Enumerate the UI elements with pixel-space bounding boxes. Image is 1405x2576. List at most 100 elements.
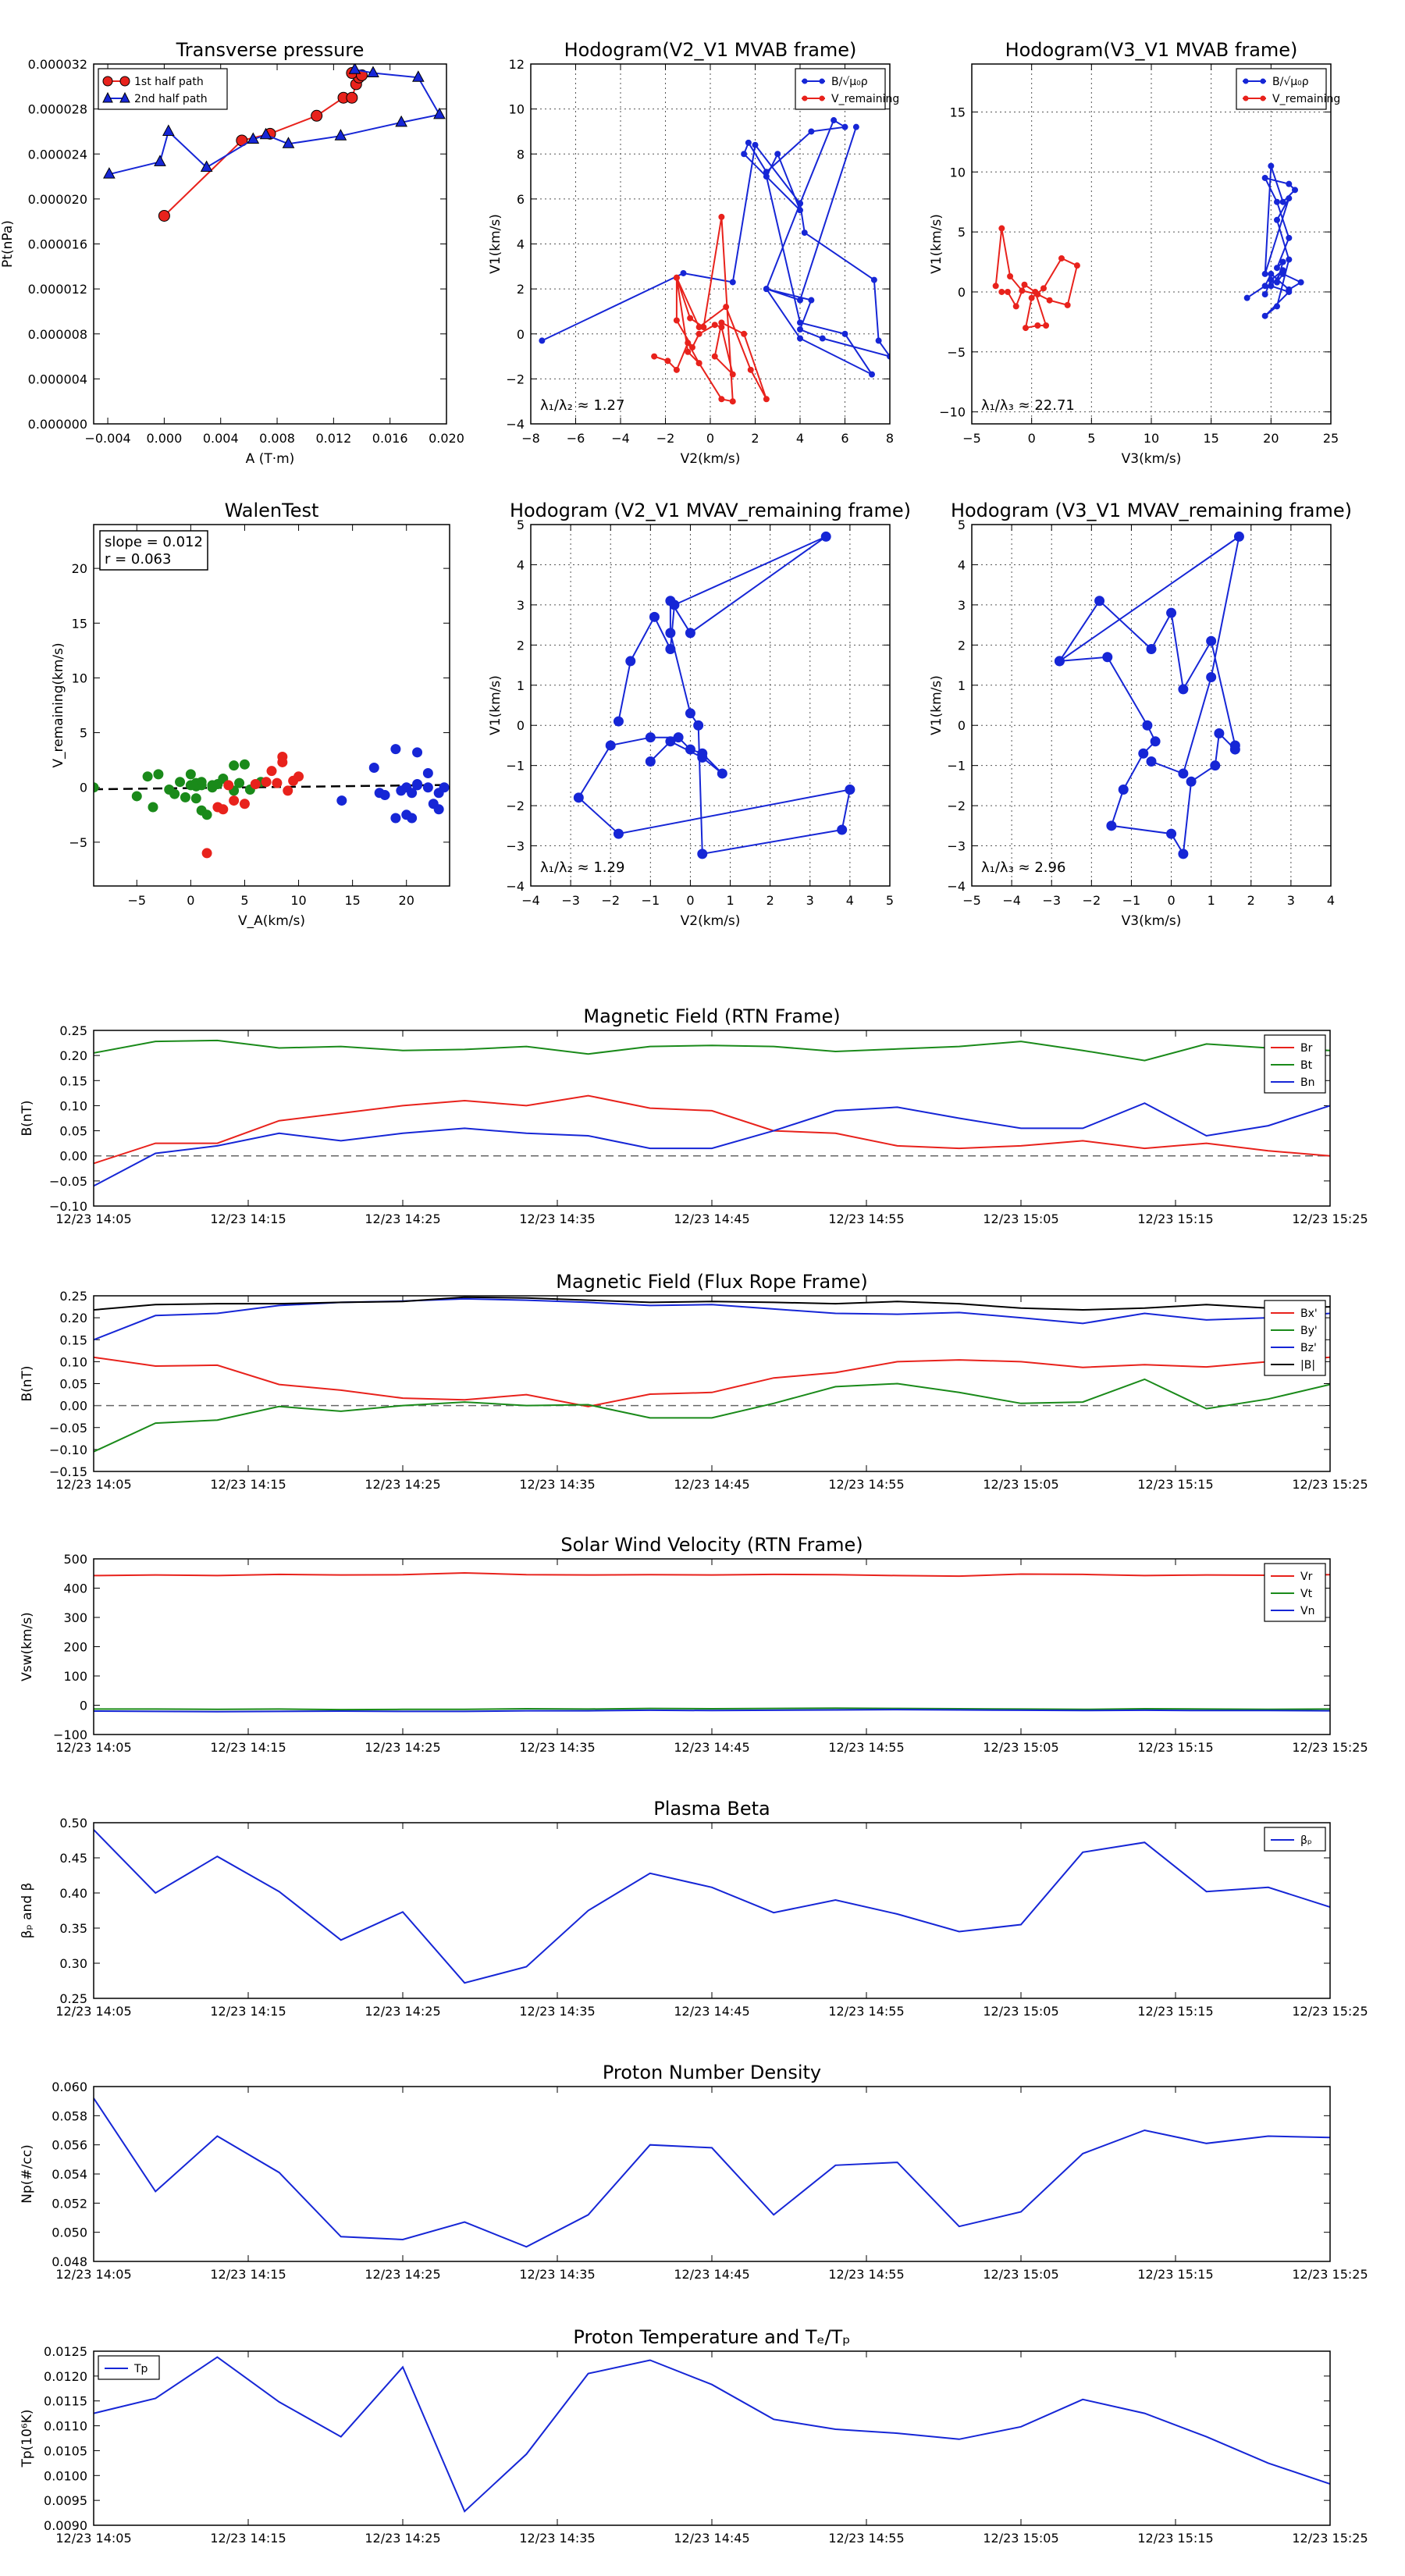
y-tick-label: 0.000012 [28, 282, 87, 297]
legend-label: 2nd half path [134, 93, 208, 105]
data-point [103, 167, 116, 179]
series-bn [94, 1102, 1330, 1187]
x-tick-label: 12/23 14:35 [519, 2531, 595, 2546]
data-point [729, 371, 736, 378]
data-point [142, 771, 153, 782]
series-1st-half-path [158, 67, 368, 222]
legend: Tp [98, 2355, 160, 2380]
x-tick-label: 12/23 14:25 [365, 2531, 440, 2546]
y-tick-label: 0.05 [59, 1124, 87, 1139]
y-tick-label: 5 [517, 518, 525, 532]
x-tick-label: −3 [561, 893, 580, 908]
x-tick-label: 12/23 15:25 [1292, 1477, 1368, 1492]
series-bt [94, 1039, 1330, 1062]
y-tick-label: 0 [80, 1699, 87, 1713]
legend-label: Br [1300, 1042, 1313, 1055]
plot-area [94, 2356, 1330, 2513]
data-point [689, 344, 695, 351]
y-tick-label: 4 [958, 557, 966, 572]
data-point [1102, 652, 1113, 663]
data-point [218, 774, 229, 785]
y-tick-label: 4 [517, 557, 525, 572]
y-tick-label: 0.35 [59, 1921, 87, 1936]
x-tick-label: 0.016 [372, 431, 408, 446]
series-line [94, 1356, 1330, 1407]
data-point [820, 531, 831, 542]
chart-hodo3: Hodogram (V2_V1 MVAV_remaining frame)−4−… [488, 500, 911, 929]
fit-line [93, 784, 450, 791]
data-point [645, 732, 656, 743]
data-point [685, 708, 695, 719]
series-line [94, 1709, 1330, 1713]
ratio-annotation: λ₁/λ₂ ≈ 1.27 [540, 397, 624, 414]
axis-ticks: −0.004 0.000 0.004 0.008 0.012 0.016 0.020 0.00… [28, 57, 464, 446]
plot-area [94, 1829, 1330, 1984]
x-tick-label: −8 [521, 431, 540, 446]
data-point [229, 795, 240, 806]
y-tick-label: 10 [509, 102, 525, 117]
data-point [1007, 272, 1014, 279]
axis-ticks: −8 −6 −4 −2 0 2 4 6 8 −4 −2 0 2 4 6 8 10 12 [506, 57, 894, 446]
data-point [407, 788, 418, 799]
data-point [718, 213, 725, 220]
y-tick-label: 0.30 [59, 1956, 87, 1971]
data-point [852, 123, 859, 130]
data-point [1243, 294, 1250, 301]
data-point [1146, 643, 1157, 654]
y-axis-label: Tp(10⁶K) [20, 2409, 35, 2467]
y-tick-label: 20 [72, 561, 87, 576]
plot-area [94, 2097, 1330, 2248]
plot-area [94, 744, 450, 859]
data-point [869, 371, 875, 378]
stats-text: r = 0.063 [105, 551, 171, 568]
x-tick-label: 12/23 14:45 [674, 1477, 749, 1492]
y-tick-label: 0 [958, 285, 966, 300]
plot-frame [93, 63, 447, 425]
data-point [336, 795, 347, 806]
data-point [1178, 768, 1189, 779]
x-tick-label: 12/23 14:35 [519, 1477, 595, 1492]
data-point [1261, 270, 1268, 277]
series-vr [94, 1571, 1330, 1578]
data-point [250, 779, 261, 790]
series-bz- [94, 1297, 1330, 1341]
x-tick-label: 12/23 14:25 [365, 1740, 440, 1755]
series-line [94, 1378, 1330, 1453]
y-tick-label: 0.10 [59, 1354, 87, 1369]
x-tick-label: 12/23 15:15 [1137, 2267, 1213, 2282]
series-line [94, 2097, 1330, 2248]
data-point [433, 107, 446, 119]
data-point [1146, 756, 1157, 767]
data-point [334, 129, 347, 141]
y-tick-label: 2 [517, 282, 525, 297]
data-point [154, 155, 166, 166]
y-tick-label: 6 [517, 192, 525, 207]
series-b- [539, 117, 890, 378]
legend-label: V_remaining [1272, 93, 1340, 105]
y-axis-label: V1(km/s) [929, 214, 944, 274]
data-point [1268, 162, 1275, 169]
series-br [94, 1094, 1330, 1165]
x-tick-label: 5 [1087, 431, 1095, 446]
y-tick-label: 500 [63, 1552, 87, 1567]
data-point [282, 137, 295, 148]
legend-label: Vr [1300, 1571, 1313, 1583]
y-tick-label: 5 [958, 518, 966, 532]
chart-title: Magnetic Field (Flux Rope Frame) [556, 1271, 867, 1293]
legend: βₚ [1264, 1827, 1326, 1852]
y-tick-label: 0.000008 [28, 327, 87, 342]
x-tick-label: 12/23 14:15 [210, 1477, 286, 1492]
x-tick-label: 12/23 15:05 [983, 1212, 1058, 1226]
data-point [665, 643, 676, 654]
x-axis-label: V2(km/s) [681, 913, 741, 929]
legend-marker [1243, 95, 1249, 101]
y-tick-label: 0.20 [59, 1311, 87, 1325]
legend-marker [802, 78, 808, 84]
data-point [169, 788, 180, 799]
series-line [94, 1039, 1330, 1062]
y-tick-label: 0.40 [59, 1886, 87, 1901]
y-tick-label: 0.0120 [44, 2369, 87, 2384]
series-blue [1054, 531, 1244, 859]
